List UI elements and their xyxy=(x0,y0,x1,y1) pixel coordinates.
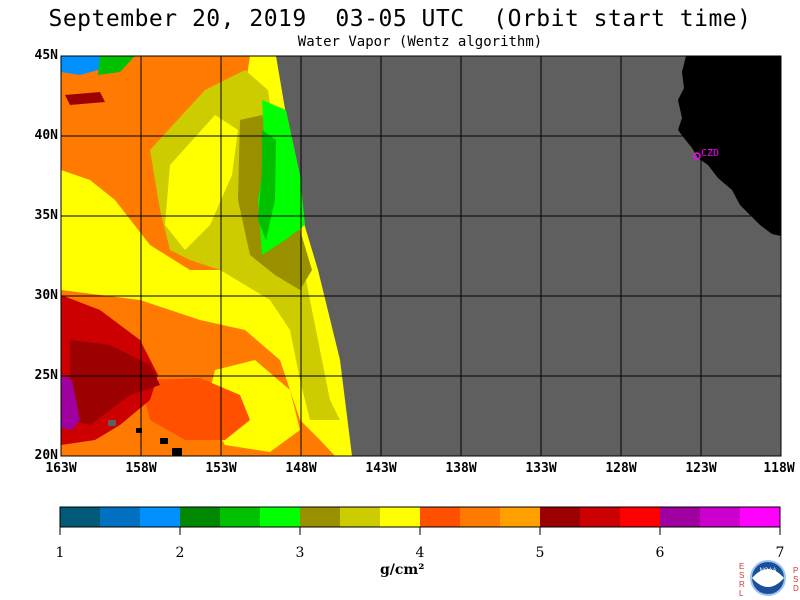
psd-letter: P xyxy=(793,566,799,575)
wv-green-corner xyxy=(98,56,135,75)
colorbar-swatch xyxy=(100,507,141,527)
lat-label: 20N xyxy=(34,448,58,463)
colorbar-swatch xyxy=(340,507,381,527)
esrl-letter: S xyxy=(739,571,745,580)
colorbar-swatch xyxy=(60,507,101,527)
lat-label: 45N xyxy=(34,48,58,63)
island-2 xyxy=(136,428,142,433)
lon-label: 133W xyxy=(525,461,557,476)
colorbar-tick-label: 6 xyxy=(655,545,665,561)
colorbar-tick-label: 7 xyxy=(775,545,785,561)
chart-subtitle: Water Vapor (Wentz algorithm) xyxy=(297,34,543,50)
lon-label: 118W xyxy=(763,461,795,476)
colorbar-swatch xyxy=(140,507,181,527)
colorbar-tick-label: 1 xyxy=(55,545,65,561)
lat-label: 35N xyxy=(34,208,58,223)
colorbar-swatch xyxy=(180,507,221,527)
map-field xyxy=(61,56,781,456)
colorbar-swatch xyxy=(620,507,661,527)
island-4 xyxy=(172,448,182,456)
lat-label: 40N xyxy=(34,128,58,143)
map-frame xyxy=(60,55,782,457)
colorbar-swatch xyxy=(260,507,301,527)
wv-darkred-north xyxy=(65,92,105,105)
place-marker xyxy=(693,152,701,160)
island-1 xyxy=(108,420,116,426)
lon-label: 163W xyxy=(45,461,77,476)
colorbar-swatch xyxy=(460,507,501,527)
place-label: CZD xyxy=(701,148,719,159)
colorbar-tick-label: 4 xyxy=(415,545,425,561)
lon-label: 128W xyxy=(605,461,637,476)
psd-letter: D xyxy=(793,584,799,593)
map-grid xyxy=(61,56,781,456)
colorbar-swatch xyxy=(580,507,621,527)
lon-label: 143W xyxy=(365,461,397,476)
colorbar-swatch xyxy=(540,507,581,527)
wv-green-dark xyxy=(258,130,276,240)
lon-label: 153W xyxy=(205,461,237,476)
colorbar-swatch xyxy=(300,507,341,527)
colorbar-swatch xyxy=(700,507,741,527)
colorbar xyxy=(59,506,781,535)
lon-label: 138W xyxy=(445,461,477,476)
colorbar-tick-label: 3 xyxy=(295,545,305,561)
land-north-america xyxy=(678,56,781,236)
psd-letter: S xyxy=(793,575,799,584)
lon-label: 123W xyxy=(685,461,717,476)
wv-purple xyxy=(61,375,80,430)
colorbar-swatch xyxy=(660,507,701,527)
wv-darkorange xyxy=(140,378,250,440)
colorbar-swatch xyxy=(420,507,461,527)
colorbar-swatch xyxy=(740,507,781,527)
esrl-letter: L xyxy=(739,589,744,598)
chart-title: September 20, 2019 03-05 UTC (Orbit star… xyxy=(48,6,752,32)
colorbar-swatch xyxy=(380,507,421,527)
colorbar-swatch xyxy=(220,507,261,527)
lon-label: 158W xyxy=(125,461,157,476)
wv-blue-corner xyxy=(61,56,110,75)
lon-label: 148W xyxy=(285,461,317,476)
wv-darkred xyxy=(70,340,160,425)
lat-label: 30N xyxy=(34,288,58,303)
lat-label: 25N xyxy=(34,368,58,383)
colorbar-tick-label: 2 xyxy=(175,545,185,561)
esrl-letter: E xyxy=(739,562,745,571)
colorbar-unit: g/cm² xyxy=(380,562,425,578)
colorbar-swatch xyxy=(500,507,541,527)
colorbar-tick-label: 5 xyxy=(535,545,545,561)
island-3 xyxy=(160,438,168,444)
esrl-letter: R xyxy=(739,580,745,589)
